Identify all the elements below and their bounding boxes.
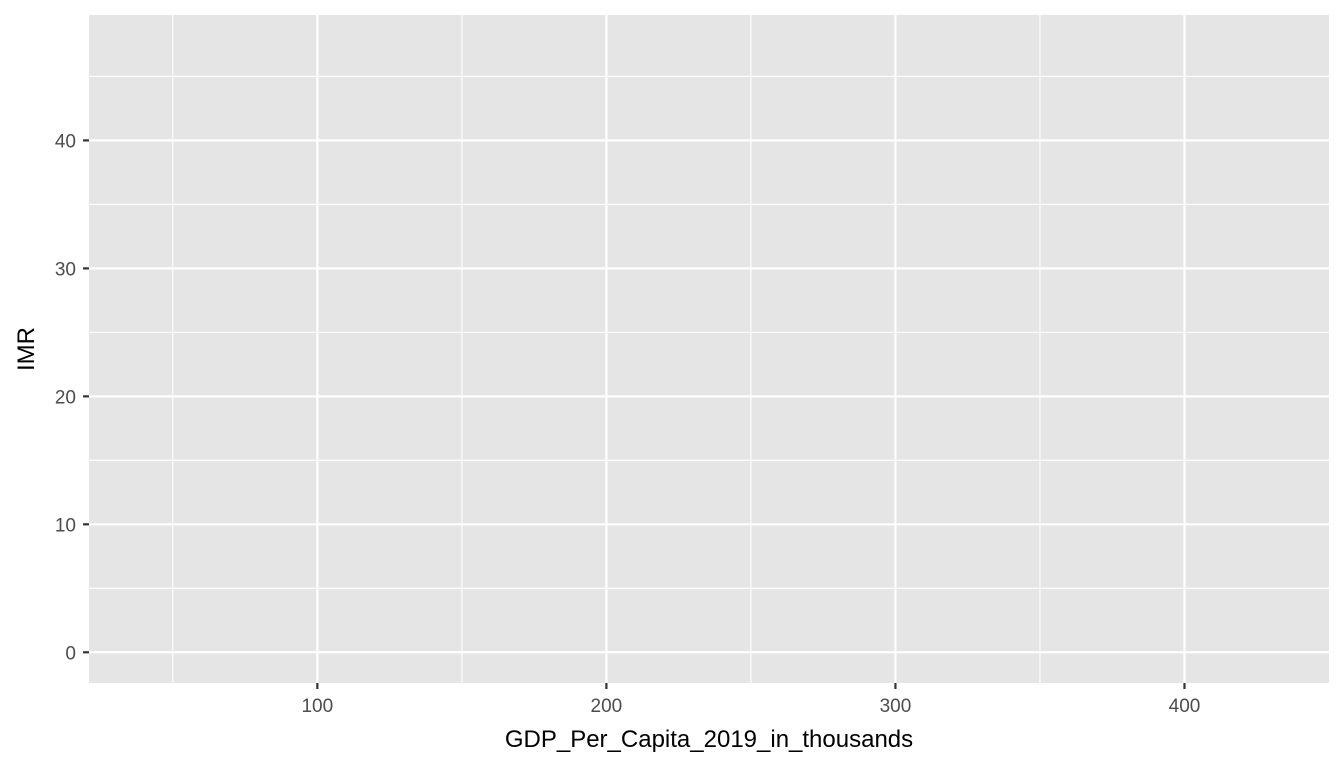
y-tick-label: 40: [55, 131, 76, 152]
plot-panel: [89, 15, 1329, 683]
y-axis-ticks: 0 10 20 30 40: [55, 131, 89, 664]
x-axis-title: GDP_Per_Capita_2019_in_thousands: [505, 726, 913, 753]
minor-gridlines: [89, 15, 1329, 683]
y-tick-label: 10: [55, 515, 76, 536]
x-tick-label: 100: [301, 696, 333, 717]
y-tick-label: 0: [65, 643, 76, 664]
y-axis-title: IMR: [13, 327, 40, 371]
x-tick-label: 300: [880, 696, 912, 717]
x-tick-label: 200: [591, 696, 623, 717]
y-tick-label: 20: [55, 387, 76, 408]
y-tick-label: 30: [55, 259, 76, 280]
major-gridlines: [89, 15, 1329, 683]
x-axis-ticks: 100 200 300 400: [301, 683, 1200, 717]
x-tick-label: 400: [1169, 696, 1201, 717]
